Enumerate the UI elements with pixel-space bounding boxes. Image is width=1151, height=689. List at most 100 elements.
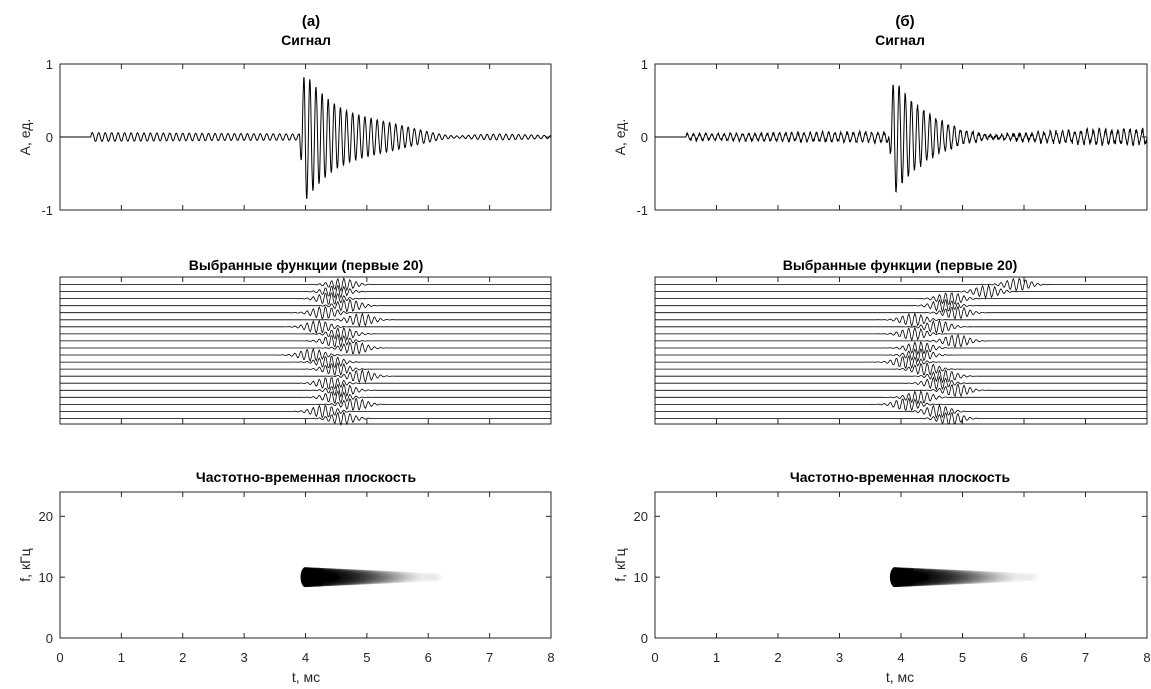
tf-energy-cell: [354, 569, 365, 585]
atom-trace: [60, 284, 551, 299]
tf-energy-cell: [979, 570, 990, 584]
tf-energy-cell: [927, 568, 938, 586]
panel-a-atoms-axes: [59, 276, 552, 425]
tf-energy-cell: [359, 569, 369, 585]
panel-b: (б) Сигнал 1 0 -1 А, ед. Выбранные функц…: [612, 13, 1151, 685]
atom-trace: [655, 305, 1147, 320]
tf-xtick-label: 6: [425, 650, 432, 665]
atom-trace: [60, 319, 551, 335]
tf-energy-cell: [981, 571, 992, 584]
tf-xtick-label: 1: [118, 650, 125, 665]
tf-energy-cell: [988, 571, 999, 583]
panel-b-signal-ytick-1: 1: [641, 57, 648, 72]
panel-a-signal-line: [60, 77, 552, 199]
tf-energy-cell: [341, 568, 351, 586]
panel-b-atoms-title: Выбранные функции (первые 20): [783, 257, 1018, 273]
tf-energy-cell: [363, 569, 374, 585]
tf-xtick-label: 5: [363, 650, 370, 665]
panel-b-tf-xlabel: t, мс: [886, 669, 914, 685]
panel-b-signal-title: Сигнал: [875, 32, 925, 48]
atom-trace: [655, 383, 1147, 398]
panel-b-label: (б): [895, 13, 914, 30]
atom-trace: [60, 377, 551, 390]
tf-energy-cell: [929, 568, 940, 586]
atom-trace: [655, 375, 1147, 391]
atom-trace: [655, 341, 1147, 356]
tf-energy-cell: [944, 569, 955, 585]
panel-b-tf-xticklabels: 0 1 2 3 4 5 6 7 8: [651, 650, 1150, 665]
panel-b-signal-line: [655, 84, 1148, 193]
atom-trace: [655, 333, 1147, 348]
panel-a-tf-title: Частотно-временная плоскость: [196, 469, 417, 485]
atom-trace: [60, 333, 551, 348]
panel-b-atoms-group: [655, 277, 1147, 425]
tf-energy-cell: [383, 570, 394, 584]
atom-trace: [655, 412, 1147, 425]
tf-energy-cell: [343, 569, 354, 586]
tf-xtick-label: 3: [836, 650, 843, 665]
atom-trace: [655, 362, 1147, 376]
atom-trace: [60, 292, 551, 305]
panel-a-signal-ytick-0: 0: [46, 130, 53, 145]
atom-trace: [655, 354, 1147, 370]
tf-energy-cell: [998, 571, 1009, 583]
tf-energy-cell: [965, 570, 976, 584]
panel-b-tf-ytick-0: 0: [641, 631, 648, 646]
tf-energy-cell: [993, 571, 1004, 583]
atom-trace: [60, 410, 551, 427]
tf-energy-cell: [397, 571, 408, 583]
atom-trace: [655, 284, 1147, 300]
tf-energy-cell: [390, 571, 401, 584]
atom-trace: [60, 298, 551, 313]
panel-a-tf-ylabel: f, кГц: [17, 548, 33, 581]
tf-energy-cell: [941, 569, 952, 585]
panel-b-tf-blob: [889, 567, 1039, 588]
panel-b-tf-title: Частотно-временная плоскость: [790, 469, 1011, 485]
panel-a-atoms-ticks: [59, 277, 552, 424]
tf-energy-cell: [962, 570, 973, 585]
tf-energy-cell: [368, 570, 378, 585]
tf-xtick-label: 8: [1143, 650, 1150, 665]
tf-energy-cell: [995, 571, 1006, 583]
panel-b-tf-axes: [654, 491, 1148, 639]
atom-trace: [655, 403, 1147, 419]
atom-trace: [60, 347, 551, 362]
tf-energy-cell: [381, 570, 392, 584]
atom-trace: [60, 355, 551, 369]
tf-xtick-label: 4: [897, 650, 904, 665]
panel-a-tf-blob: [300, 567, 417, 588]
tf-energy-cell: [951, 569, 962, 585]
tf-xtick-label: 8: [547, 650, 554, 665]
tf-energy-cell: [399, 571, 410, 583]
tf-energy-cell: [972, 570, 983, 584]
tf-energy-cell: [352, 569, 363, 585]
tf-xtick-label: 4: [302, 650, 309, 665]
tf-energy-cell: [356, 569, 367, 585]
panel-b-signal-ytick-0: 0: [641, 130, 648, 145]
panel-a-signal-ylabel: А, ед.: [17, 119, 33, 156]
panel-a-tf-xlabel: t, мс: [292, 669, 320, 685]
panel-b-tf-ytick-20: 20: [634, 509, 648, 524]
tf-energy-cell: [967, 570, 978, 584]
panel-a-label: (а): [302, 13, 320, 30]
tf-xtick-label: 3: [241, 650, 248, 665]
panel-b-signal-ytick-neg1: -1: [636, 203, 648, 218]
tf-energy-cell: [406, 571, 417, 583]
tf-energy-cell: [970, 570, 980, 584]
tf-energy-cell: [934, 569, 945, 586]
tf-energy-cell: [350, 569, 360, 585]
atom-trace: [655, 397, 1147, 412]
panel-b-tf-ytick-10: 10: [634, 570, 648, 585]
tf-energy-cell: [395, 571, 405, 583]
tf-energy-cell: [379, 570, 390, 584]
tf-energy-cell: [1029, 573, 1039, 581]
panel-a-signal-ytick-1: 1: [46, 57, 53, 72]
atom-trace: [60, 305, 551, 320]
tf-energy-cell: [986, 571, 997, 584]
tf-energy-cell: [345, 569, 356, 586]
tf-xtick-label: 7: [486, 650, 493, 665]
tf-energy-cell: [1000, 571, 1011, 583]
tf-energy-cell: [372, 570, 383, 584]
atom-trace: [60, 404, 551, 419]
tf-energy-peak: [897, 572, 930, 583]
